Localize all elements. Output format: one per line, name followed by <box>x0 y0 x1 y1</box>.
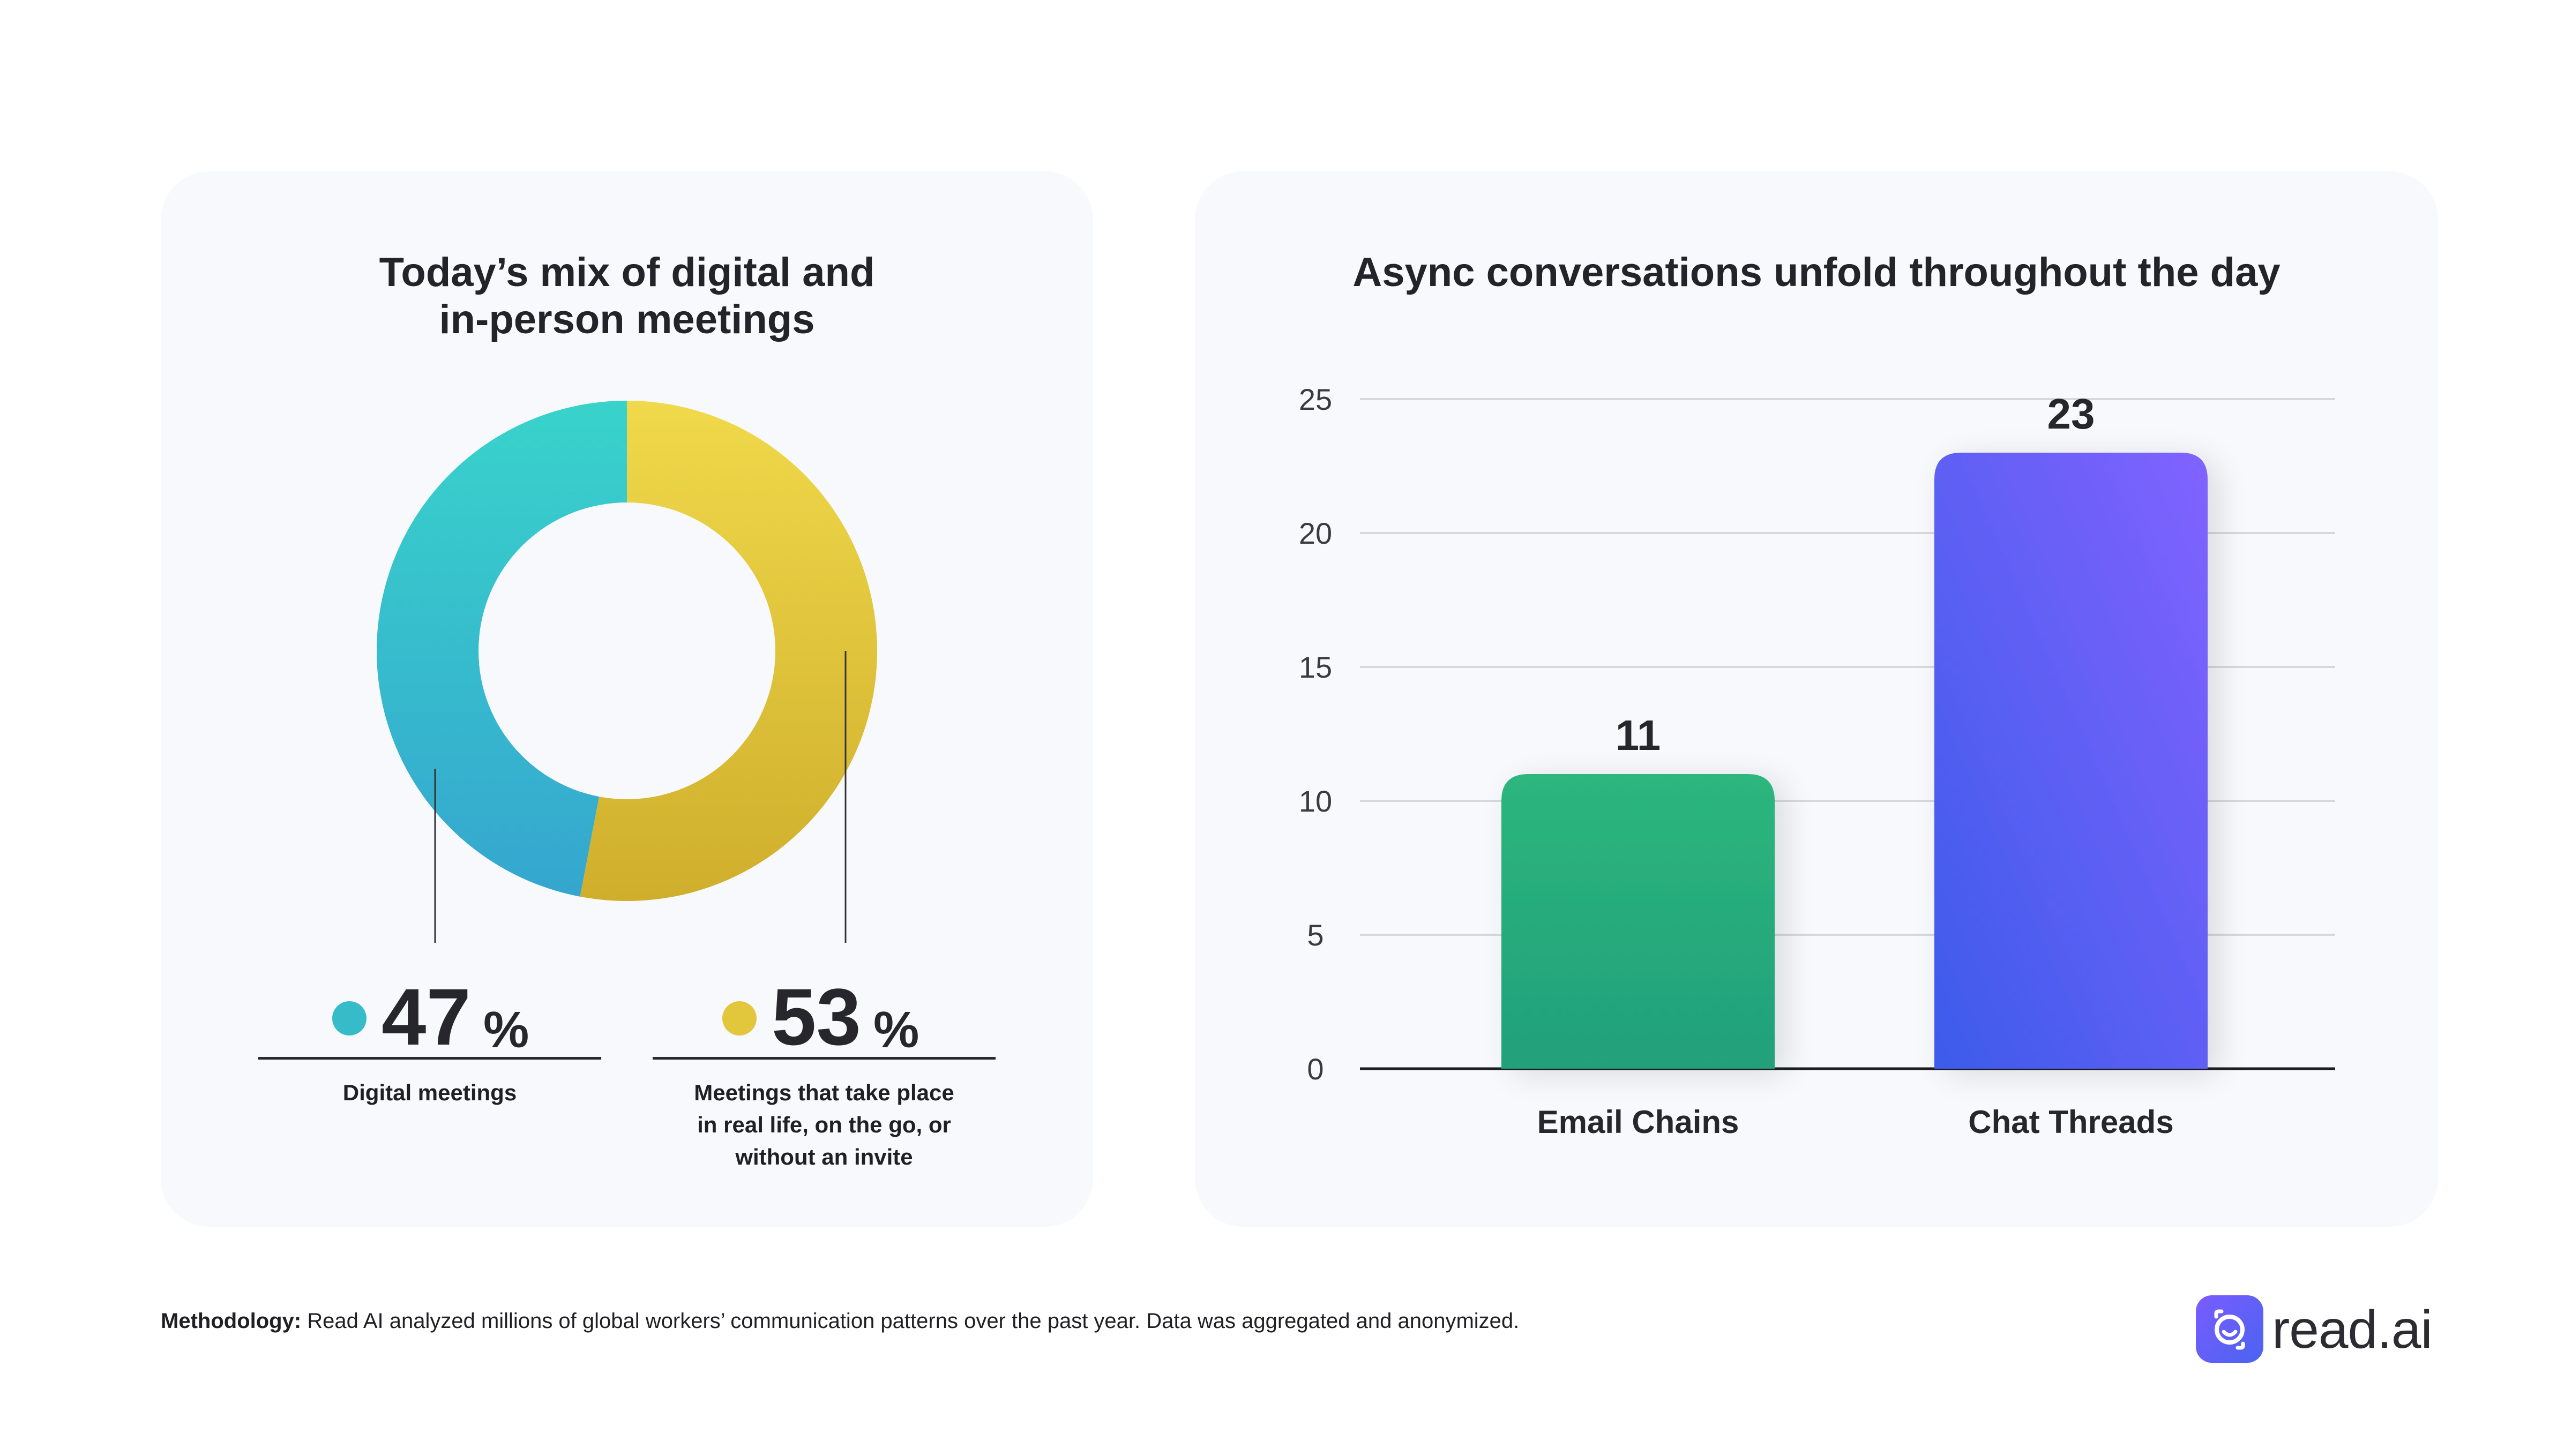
stat-divider <box>258 1057 601 1060</box>
read-ai-logo-icon <box>2196 1295 2263 1363</box>
bar-chat-threads <box>1934 453 2208 1069</box>
bar-chart-title: Async conversations unfold throughout th… <box>1352 250 2281 295</box>
stat-label-in-person: Meetings that take place in real life, o… <box>653 1077 996 1173</box>
stat-label-line: Digital meetings <box>342 1080 517 1105</box>
bar-value-label: 23 <box>2047 390 2095 438</box>
bar-chart: 0 5 10 15 20 25 11 Email Chains 23 Chat Threads <box>1299 382 2335 1140</box>
bar-card: Async conversations unfold throughout th… <box>1195 171 2438 1227</box>
methodology-note: Methodology: Read AI analyzed millions o… <box>161 1308 1519 1334</box>
stat-label-line: in real life, on the go, or <box>697 1112 951 1137</box>
x-category-label: Email Chains <box>1537 1104 1739 1140</box>
donut-slice-in-person <box>580 401 878 901</box>
stat-label-line: Meetings that take place <box>694 1080 954 1105</box>
stat-label-digital: Digital meetings <box>258 1077 601 1109</box>
x-category-label: Chat Threads <box>1968 1104 2173 1140</box>
bar-email-chains <box>1501 774 1775 1069</box>
donut-chart <box>377 401 878 943</box>
y-tick-label: 5 <box>1307 918 1324 952</box>
y-tick-label: 25 <box>1299 382 1332 416</box>
y-tick-label: 0 <box>1307 1052 1324 1086</box>
logo-glyph <box>2214 1309 2245 1350</box>
y-tick-label: 10 <box>1299 784 1332 818</box>
legend-dot-in-person <box>722 1001 757 1035</box>
y-tick-label: 15 <box>1299 650 1332 684</box>
methodology-label: Methodology: <box>161 1309 302 1333</box>
donut-title-line-1: Today’s mix of digital and <box>379 250 875 295</box>
donut-chart-title: Today’s mix of digital and in-person mee… <box>161 249 1093 343</box>
stat-percent-digital: % <box>483 1001 529 1059</box>
stat-divider <box>653 1057 996 1060</box>
stat-percent-in-person: % <box>873 1001 919 1059</box>
stat-label-line: without an invite <box>735 1144 913 1169</box>
stat-value-digital: 47 <box>382 972 471 1062</box>
legend-dot-digital <box>332 1001 367 1035</box>
y-tick-label: 20 <box>1299 516 1332 550</box>
stat-value-in-person: 53 <box>772 972 861 1062</box>
bar-value-label: 11 <box>1616 711 1661 759</box>
donut-title-line-2: in-person meetings <box>439 297 815 342</box>
donut-slice-digital <box>377 401 627 897</box>
donut-card: Today’s mix of digital and in-person mee… <box>161 171 1093 1227</box>
logo-wordmark: read.ai <box>2272 1300 2433 1360</box>
methodology-text: Read AI analyzed millions of global work… <box>301 1309 1520 1333</box>
